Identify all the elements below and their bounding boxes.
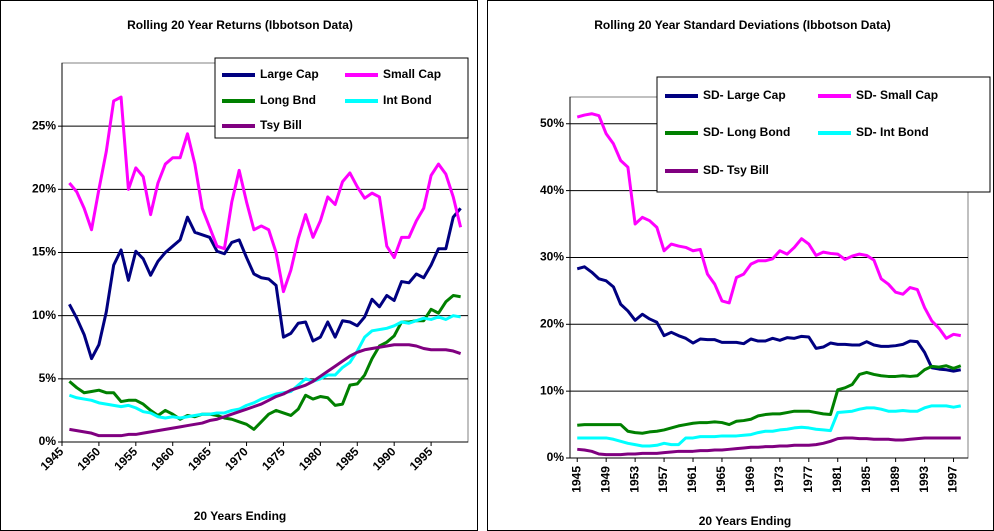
y-tick-label: 30%: [540, 250, 564, 264]
x-tick-label: 1961: [685, 466, 699, 493]
legend-label: Large Cap: [260, 67, 319, 81]
data-line: [577, 436, 961, 457]
y-tick-label: 0%: [547, 450, 565, 464]
x-tick-label: 1969: [743, 466, 757, 493]
legend-label: Small Cap: [383, 67, 441, 81]
x-tick-label: 1989: [888, 466, 902, 493]
chart-title: Rolling 20 Year Returns (Ibbotson Data): [127, 18, 353, 32]
y-tick-label: 5%: [39, 371, 57, 385]
chart-title: Rolling 20 Year Standard Deviations (Ibb…: [594, 18, 891, 32]
x-tick-label: 1965: [714, 466, 728, 493]
y-tick-label: 25%: [32, 118, 56, 132]
y-tick-label: 20%: [32, 182, 56, 196]
x-tick-label: 1957: [656, 466, 670, 493]
data-line: [68, 95, 463, 294]
y-tick-label: 40%: [540, 183, 564, 197]
x-tick-label: 1953: [627, 466, 641, 493]
x-tick-label: 1997: [946, 466, 960, 493]
x-tick-label: 1945: [569, 466, 583, 493]
y-tick-label: 0%: [39, 434, 57, 448]
legend-label: Long Bnd: [260, 93, 316, 107]
y-tick-label: 10%: [32, 308, 56, 322]
data-line: [68, 314, 461, 420]
data-line: [576, 265, 962, 373]
legend-label: SD- Large Cap: [703, 88, 786, 102]
y-tick-label: 10%: [540, 383, 564, 397]
legend-label: Tsy Bill: [260, 118, 302, 132]
x-axis-label: 20 Years Ending: [699, 514, 792, 528]
legend-label: SD- Small Cap: [856, 88, 938, 102]
data-line: [577, 404, 962, 448]
legend-label: SD- Int Bond: [856, 125, 929, 139]
x-tick-label: 1981: [830, 466, 844, 493]
x-tick-label: 1993: [917, 466, 931, 493]
legend-label: SD- Long Bond: [703, 125, 790, 139]
data-line: [576, 112, 962, 340]
legend-label: Int Bond: [383, 93, 432, 107]
y-tick-label: 15%: [32, 245, 56, 259]
x-tick-label: 1977: [801, 466, 815, 493]
legend-label: SD- Tsy Bill: [703, 163, 769, 177]
x-tick-label: 1973: [772, 466, 786, 493]
x-tick-label: 1949: [598, 466, 612, 493]
data-line: [69, 343, 462, 438]
legend: [214, 57, 469, 139]
y-tick-label: 50%: [540, 116, 564, 130]
x-tick-label: 1985: [859, 466, 873, 493]
data-line: [68, 207, 462, 361]
data-line: [68, 293, 461, 431]
data-line: [577, 364, 962, 435]
y-tick-label: 20%: [540, 316, 564, 330]
x-axis-label: 20 Years Ending: [194, 509, 287, 523]
